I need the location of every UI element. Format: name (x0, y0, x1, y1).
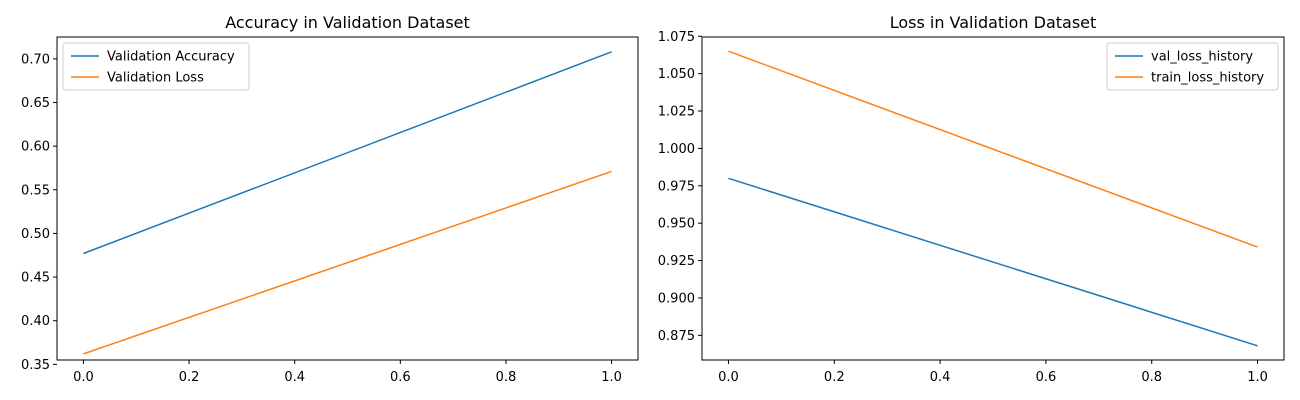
axes-frame (56, 36, 639, 361)
legend: Validation Accuracy Validation Loss (62, 42, 250, 91)
legend-label: val_loss_history (1151, 50, 1253, 65)
x-tick-label: 0.4 (284, 370, 305, 385)
loss-chart-panel: Loss in Validation Dataset 0.0 0.2 0.4 0.6 0.… (658, 13, 1285, 385)
y-tick-label: 0.950 (658, 217, 695, 232)
x-tick-label: 0.0 (73, 370, 94, 385)
y-tick-label: 0.40 (21, 314, 50, 329)
y-tick-label: 0.45 (21, 271, 50, 286)
x-tick-label: 0.8 (1141, 370, 1162, 385)
legend-label: Validation Loss (107, 71, 204, 86)
y-tick-label: 1.025 (658, 105, 695, 120)
x-tick-label: 0.2 (824, 370, 845, 385)
axes-frame (701, 36, 1285, 361)
x-tick-label: 1.0 (601, 370, 622, 385)
y-tick-label: 0.925 (658, 254, 695, 269)
legend: val_loss_history train_loss_history (1106, 42, 1279, 91)
chart-title: Loss in Validation Dataset (890, 13, 1097, 32)
x-tick-label: 0.4 (930, 370, 951, 385)
x-tick-label: 0.8 (496, 370, 517, 385)
legend-box (62, 42, 250, 91)
y-tick-label: 0.35 (21, 358, 50, 373)
y-tick-label: 0.875 (658, 329, 695, 344)
y-tick-label: 0.70 (21, 52, 50, 67)
chart-title: Accuracy in Validation Dataset (225, 13, 470, 32)
y-tick-label: 1.000 (658, 142, 695, 157)
legend-label: train_loss_history (1151, 71, 1264, 86)
series-line-train-loss-history (728, 50, 1258, 248)
series-line-val-loss-history (728, 177, 1258, 347)
y-tick-label: 0.50 (21, 227, 50, 242)
y-tick-label: 0.65 (21, 96, 50, 111)
y-tick-label: 0.900 (658, 291, 695, 306)
legend-box (1106, 42, 1279, 91)
x-tick-label: 0.0 (718, 370, 739, 385)
legend-label: Validation Accuracy (107, 50, 235, 65)
x-tick-label: 0.2 (179, 370, 200, 385)
y-tick-label: 0.60 (21, 140, 50, 155)
series-line-validation-accuracy (83, 51, 612, 255)
series-line-validation-loss (83, 170, 612, 355)
x-tick-label: 0.6 (1036, 370, 1057, 385)
x-tick-label: 1.0 (1247, 370, 1268, 385)
y-tick-label: 1.075 (658, 30, 695, 45)
y-tick-label: 1.050 (658, 67, 695, 82)
y-tick-label: 0.55 (21, 183, 50, 198)
x-tick-label: 0.6 (390, 370, 411, 385)
y-tick-label: 0.975 (658, 179, 695, 194)
